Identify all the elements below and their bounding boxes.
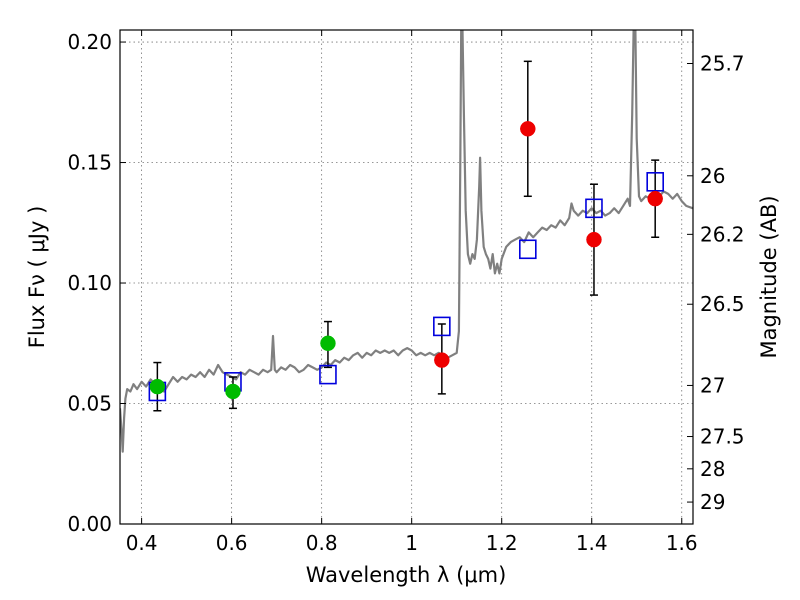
right-axis-label: Magnitude (AB) (757, 195, 781, 358)
observed-flux-point (149, 378, 166, 395)
grid (120, 30, 693, 525)
right-tick-label: 29 (700, 490, 725, 514)
observed-flux-point (434, 352, 450, 368)
x-axis: 0.4 0.6 0.8 1 1.2 1.4 1.6 (126, 30, 698, 555)
model-flux-square (319, 364, 337, 385)
model-flux-square (519, 239, 537, 260)
x-tick-label: 1.2 (486, 531, 518, 555)
observed-flux-point (586, 231, 602, 248)
y-tick-label: 0.10 (67, 271, 112, 295)
right-tick-label: 26 (700, 164, 725, 188)
y-tick-label: 0.15 (67, 151, 112, 175)
plot-frame (119, 29, 694, 525)
model-flux-square (585, 198, 603, 219)
y-tick-label: 0.00 (67, 512, 112, 536)
right-tick-label: 26.2 (700, 222, 745, 246)
right-tick-label: 27 (700, 373, 725, 397)
observed-flux-point (320, 335, 336, 352)
y-axis-label: Flux Fν ( μJy ) (25, 206, 49, 349)
x-tick-label: 0.4 (126, 531, 158, 555)
model-spectrum-line (120, 30, 693, 453)
x-tick-label: 0.8 (306, 531, 338, 555)
right-tick-label: 26.5 (700, 292, 745, 316)
plot-area (120, 30, 693, 453)
right-magnitude-axis: 25.7 26 26.2 26.5 27 27.5 28 29 (687, 51, 745, 514)
observed-flux-point (647, 190, 663, 207)
x-axis-label: Wavelength λ (μm) (306, 563, 507, 587)
x-tick-label: 1 (405, 531, 418, 555)
right-tick-label: 28 (700, 457, 725, 481)
x-tick-label: 1.4 (576, 531, 608, 555)
right-tick-label: 25.7 (700, 51, 745, 75)
y-tick-label: 0.05 (67, 392, 112, 416)
model-flux-square (433, 316, 451, 337)
right-tick-label: 27.5 (700, 425, 745, 449)
y-axis: 0.00 0.05 0.10 0.15 0.20 (67, 30, 126, 536)
y-tick-label: 0.20 (67, 30, 112, 54)
observed-flux-point (520, 121, 536, 137)
observed-flux-point (225, 383, 241, 400)
x-tick-label: 1.6 (666, 531, 698, 555)
x-tick-label: 0.6 (216, 531, 248, 555)
model-flux-square (646, 172, 664, 192)
